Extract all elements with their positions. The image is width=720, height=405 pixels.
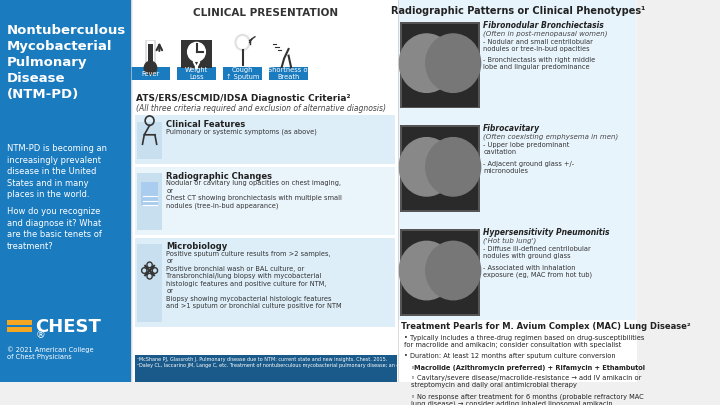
Text: - Associated with inhalation
exposure (eg, MAC from hot tub): - Associated with inhalation exposure (e… xyxy=(483,265,593,278)
Text: - Bronchiectasis with right middle
lobe and lingular predominance: - Bronchiectasis with right middle lobe … xyxy=(483,58,595,70)
Text: (Often coexisting emphysema in men): (Often coexisting emphysema in men) xyxy=(483,134,618,141)
Text: - Nodular and small centrilobular
nodules or tree-in-bud opacities: - Nodular and small centrilobular nodule… xyxy=(483,38,593,52)
Text: Fibrocavitary: Fibrocavitary xyxy=(483,124,541,133)
Text: (Often in post-menopausal women): (Often in post-menopausal women) xyxy=(483,30,608,37)
Bar xyxy=(400,126,480,212)
Text: ®: ® xyxy=(35,330,45,340)
Text: • Duration: At least 12 months after sputum culture conversion: • Duration: At least 12 months after spu… xyxy=(404,354,616,360)
Text: Pulmonary or systemic symptoms (as above): Pulmonary or systemic symptoms (as above… xyxy=(166,128,318,135)
Text: CLINICAL PRESENTATION: CLINICAL PRESENTATION xyxy=(193,8,338,17)
Bar xyxy=(177,67,216,80)
Circle shape xyxy=(399,241,454,300)
Text: ◦ Cavitary/severe disease/macrolide-resistance → add IV amikacin or
streptomycin: ◦ Cavitary/severe disease/macrolide-resi… xyxy=(410,375,641,388)
Bar xyxy=(138,122,162,159)
Text: How do you recognize
and diagnose it? What
are the basic tenets of
treatment?: How do you recognize and diagnose it? Wh… xyxy=(7,207,102,251)
Text: ◦: ◦ xyxy=(410,365,417,371)
Text: • Typically includes a three-drug regimen based on drug-susceptibilities
for mac: • Typically includes a three-drug regime… xyxy=(404,335,644,348)
Text: © 2021 American College
of Chest Physicians: © 2021 American College of Chest Physici… xyxy=(7,346,94,360)
Bar xyxy=(402,127,478,210)
Bar xyxy=(7,320,32,325)
Circle shape xyxy=(144,61,157,75)
Text: Clinical Features: Clinical Features xyxy=(166,120,246,129)
Text: ¹McShane PJ, Glassroth J. Pulmonary disease due to NTM: current state and new in: ¹McShane PJ, Glassroth J. Pulmonary dise… xyxy=(138,357,581,369)
Bar xyxy=(398,320,637,382)
Text: Radiographic Changes: Radiographic Changes xyxy=(166,172,272,181)
Text: ('Hot tub lung'): ('Hot tub lung') xyxy=(483,238,536,244)
Bar xyxy=(140,182,158,205)
Text: (All three criteria required and exclusion of alternative diagnosis): (All three criteria required and exclusi… xyxy=(136,104,387,113)
Bar xyxy=(269,67,308,80)
Bar xyxy=(135,115,395,164)
Text: - Upper lobe predominant
cavitation: - Upper lobe predominant cavitation xyxy=(483,142,570,156)
Bar xyxy=(398,0,636,382)
Bar xyxy=(0,0,131,382)
Text: Positive sputum culture results from >2 samples,
or
Positive bronchial wash or B: Positive sputum culture results from >2 … xyxy=(166,251,342,309)
Text: ATS/ERS/ESCMID/IDSA Diagnostic Criteria²: ATS/ERS/ESCMID/IDSA Diagnostic Criteria² xyxy=(136,94,351,103)
Bar xyxy=(135,238,395,327)
Bar xyxy=(147,41,154,66)
Text: Weight
Loss: Weight Loss xyxy=(185,67,208,80)
Circle shape xyxy=(399,138,454,196)
Bar xyxy=(400,229,480,316)
Bar xyxy=(7,327,32,332)
Text: ◦ No response after treatment for 6 months (probable refractory MAC
lung disease: ◦ No response after treatment for 6 mont… xyxy=(410,393,644,405)
Text: Nontuberculous
Mycobacterial
Pulmonary
Disease
(NTM-PD): Nontuberculous Mycobacterial Pulmonary D… xyxy=(7,23,126,100)
Text: NTM-PD is becoming an
increasingly prevalent
disease in the United
States and in: NTM-PD is becoming an increasingly preva… xyxy=(7,144,107,199)
Bar xyxy=(132,0,637,382)
Bar xyxy=(148,44,153,65)
Bar xyxy=(138,173,162,230)
Bar xyxy=(7,334,32,339)
Circle shape xyxy=(426,241,481,300)
Text: Cough
↑ Sputum: Cough ↑ Sputum xyxy=(226,67,259,80)
Bar xyxy=(135,167,395,235)
Circle shape xyxy=(426,138,481,196)
Bar xyxy=(223,67,262,80)
Circle shape xyxy=(399,34,454,92)
Text: Fibronodular Bronchiectasis: Fibronodular Bronchiectasis xyxy=(483,21,604,30)
Text: - Adjacent ground glass +/-
micronodules: - Adjacent ground glass +/- micronodules xyxy=(483,161,575,174)
Bar xyxy=(181,40,212,68)
Text: Macrolide (Azithromycin preferred) + Rifamycin + Ethambutol: Macrolide (Azithromycin preferred) + Rif… xyxy=(414,365,645,371)
Bar xyxy=(138,244,162,322)
Text: Hypersensitivity Pneumonitis: Hypersensitivity Pneumonitis xyxy=(483,228,610,237)
Text: Shortness of
Breath: Shortness of Breath xyxy=(268,67,310,80)
Text: Fever: Fever xyxy=(141,70,160,77)
Bar xyxy=(145,40,156,68)
Bar xyxy=(402,23,478,107)
Text: Radiographic Patterns or Clinical Phenotypes¹: Radiographic Patterns or Clinical Phenot… xyxy=(391,6,645,16)
Circle shape xyxy=(188,43,205,61)
Circle shape xyxy=(426,34,481,92)
Bar xyxy=(400,22,480,109)
Text: Nodular or cavitary lung opacities on chest imaging,
or
Chest CT showing bronchi: Nodular or cavitary lung opacities on ch… xyxy=(166,180,342,209)
Text: - Diffuse ill-defined centrilobular
nodules with ground glass: - Diffuse ill-defined centrilobular nodu… xyxy=(483,246,591,259)
Bar xyxy=(135,355,397,382)
Bar xyxy=(132,0,398,382)
Text: Treatment Pearls for M. Avium Complex (MAC) Lung Disease²: Treatment Pearls for M. Avium Complex (M… xyxy=(401,322,690,331)
Bar xyxy=(402,231,478,314)
Bar xyxy=(131,67,170,80)
Text: CHEST: CHEST xyxy=(35,318,102,336)
Text: Microbiology: Microbiology xyxy=(166,242,228,251)
